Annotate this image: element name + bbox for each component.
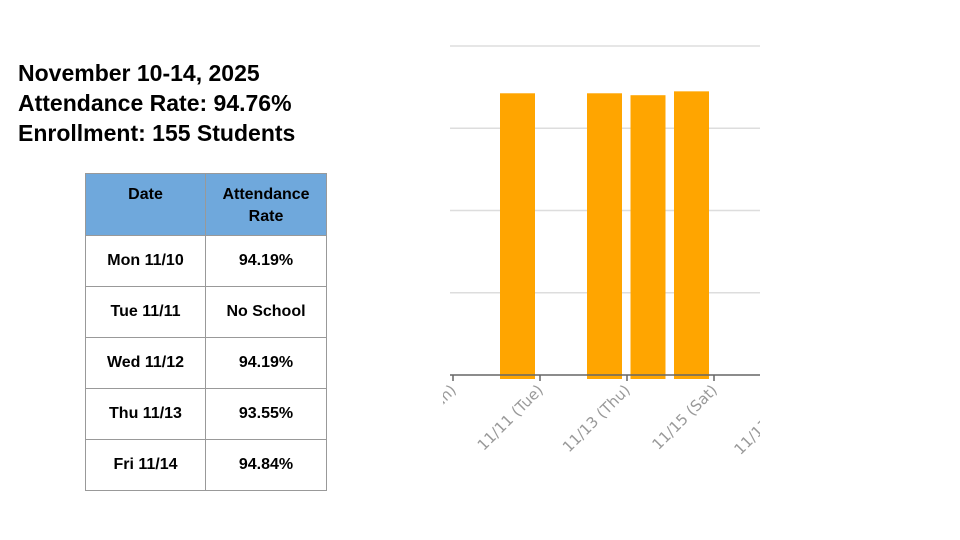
attendance-rate: Attendance Rate: 94.76% bbox=[18, 90, 292, 116]
table-row: Fri 11/14 94.84% bbox=[85, 439, 327, 491]
table-row: Wed 11/12 94.19% bbox=[85, 337, 327, 389]
cell-date: Thu 11/13 bbox=[85, 388, 206, 440]
cell-rate: 94.19% bbox=[205, 235, 327, 287]
bar-11-13 bbox=[630, 95, 666, 380]
bar-11-14 bbox=[674, 91, 709, 380]
cell-date: Tue 11/11 bbox=[85, 286, 206, 338]
cell-date: Wed 11/12 bbox=[85, 337, 206, 389]
attendance-table: Date Attendance Rate Mon 11/10 94.19% Tue… bbox=[85, 173, 327, 491]
table-row: Tue 11/11 No School bbox=[85, 286, 327, 338]
week-title: November 10-14, 2025 bbox=[18, 60, 260, 86]
x-tick-label: 11/11 (Tue) bbox=[474, 381, 547, 454]
cell-date: Mon 11/10 bbox=[85, 235, 206, 287]
cell-rate: 93.55% bbox=[205, 388, 327, 440]
table-header: Date Attendance Rate bbox=[85, 173, 327, 236]
cell-rate: 94.84% bbox=[205, 439, 327, 491]
bar-11-12 bbox=[587, 93, 622, 380]
x-tick-label: 11/09 (Sun) bbox=[385, 381, 460, 456]
table-row: Thu 11/13 93.55% bbox=[85, 388, 327, 440]
x-tick-label: 11/13 (Thu) bbox=[559, 381, 634, 456]
enrollment: Enrollment: 155 Students bbox=[18, 120, 296, 146]
table-row: Mon 11/10 94.19% bbox=[85, 235, 327, 287]
x-tick-label: 11/17 (Mon) bbox=[731, 381, 808, 458]
x-tick-label: 11/15 (Sat) bbox=[648, 381, 720, 453]
summary: November 10-14, 2025 Attendance Rate: 94… bbox=[18, 58, 295, 148]
bar-11-10 bbox=[500, 93, 535, 380]
cell-date: Fri 11/14 bbox=[85, 439, 206, 491]
